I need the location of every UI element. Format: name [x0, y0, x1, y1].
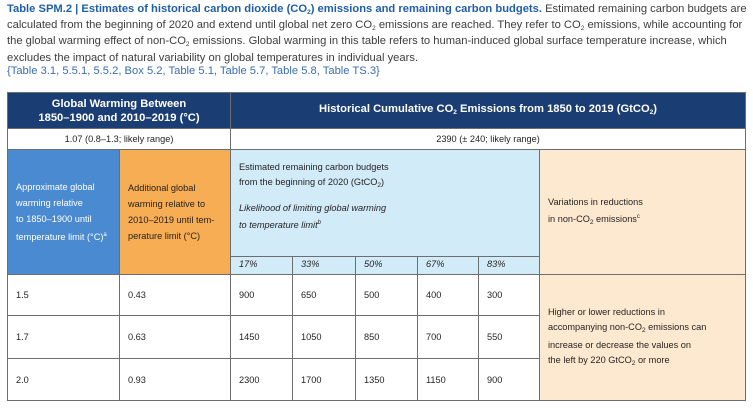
- percentile-83: 83%: [478, 256, 540, 275]
- table-references: {Table 3.1, 5.5.1, 5.5.2, Box 5.2, Table…: [7, 64, 380, 77]
- budget-cell: 700: [417, 315, 479, 359]
- table-caption: Table SPM.2 | Estimates of historical ca…: [7, 3, 747, 77]
- approx-cell: 1.5: [7, 274, 120, 316]
- budget-cell: 1050: [292, 315, 356, 359]
- percentile-50: 50%: [355, 256, 418, 275]
- budget-cell: 900: [230, 274, 293, 316]
- budget-cell: 2300: [230, 358, 293, 401]
- table-row: 1.7 0.63 1450 1050 850 700 550: [7, 315, 746, 359]
- budget-cell: 400: [417, 274, 479, 316]
- additional-warming-header: Additional global warming relative to 2010…: [119, 149, 231, 275]
- budget-cell: 300: [478, 274, 540, 316]
- additional-cell: 0.63: [119, 315, 231, 359]
- emissions-value: 2390 (± 240; likely range): [229, 128, 747, 150]
- budget-cell: 650: [292, 274, 356, 316]
- variations-header: Variations in reductions in non-CO2 emiss…: [538, 149, 747, 275]
- budget-cell: 1450: [230, 315, 293, 359]
- table-row: 1.5 0.43 900 650 500 400 300 Higher or l…: [7, 274, 747, 401]
- header-historical-emissions: Historical Cumulative CO2 Emissions from…: [229, 92, 747, 129]
- variations-note: Higher or lower reductions in accompanyin…: [538, 274, 747, 401]
- budget-cell: 900: [478, 358, 540, 401]
- budget-cell: 550: [478, 315, 540, 359]
- budget-cell: 850: [355, 315, 418, 359]
- warming-value: 1.07 (0.8–1.3; likely range): [7, 128, 231, 150]
- budget-cell: 1700: [292, 358, 356, 401]
- remaining-budgets-header: Estimated remaining carbon budgets from t…: [230, 149, 540, 257]
- percentile-67: 67%: [417, 256, 479, 275]
- likelihood-label: Likelihood of limiting global warming to …: [239, 203, 387, 230]
- budget-cell: 500: [355, 274, 418, 316]
- approx-cell: 2.0: [7, 358, 120, 401]
- table-title: Table SPM.2 | Estimates of historical ca…: [7, 3, 542, 16]
- budget-cell: 1150: [417, 358, 479, 401]
- approx-cell: 1.7: [7, 315, 120, 359]
- header-global-warming: Global Warming Between 1850–1900 and 2010…: [7, 92, 231, 129]
- table-row: 2.0 0.93 2300 1700 1350 1150 900: [7, 358, 746, 401]
- approx-warming-header: Approximate global warming relative to 185…: [7, 149, 120, 275]
- percentile-17: 17%: [230, 256, 293, 275]
- additional-cell: 0.93: [119, 358, 231, 401]
- budget-cell: 1350: [355, 358, 418, 401]
- carbon-budget-table: Global Warming Between 1850–1900 and 2010…: [7, 92, 747, 401]
- percentile-33: 33%: [292, 256, 356, 275]
- additional-cell: 0.43: [119, 274, 231, 316]
